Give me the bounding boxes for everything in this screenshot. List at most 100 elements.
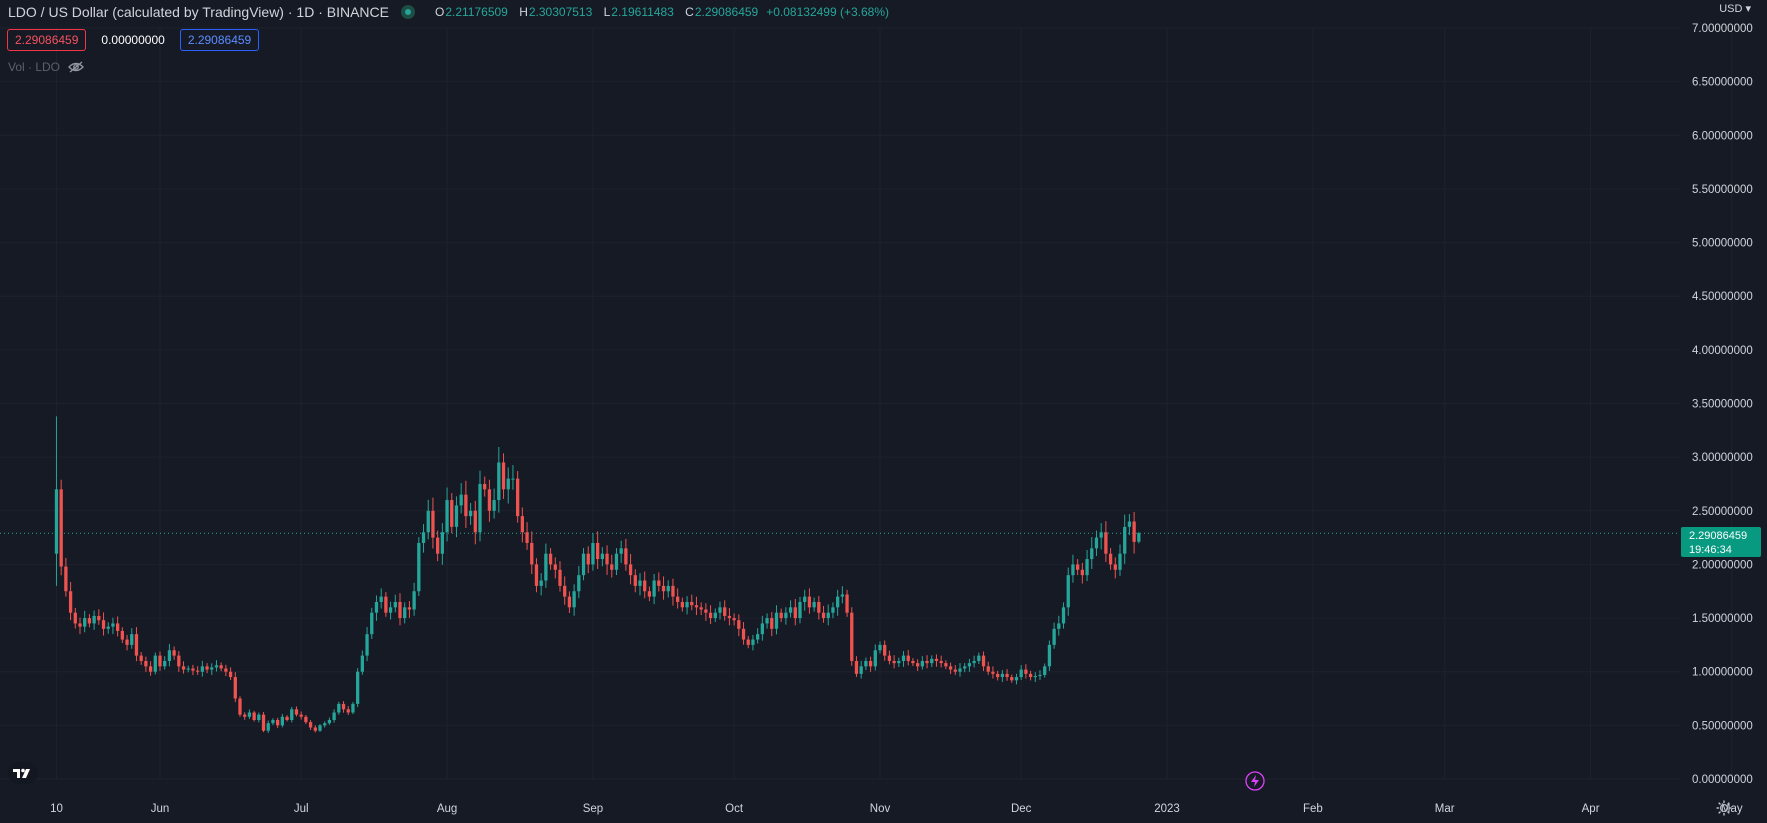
candle-body <box>944 663 948 667</box>
candle-body <box>436 537 440 554</box>
candle-body <box>205 666 209 670</box>
candle-body <box>506 478 510 490</box>
y-tick-label: 6.50000000 <box>1692 77 1753 89</box>
candle-body <box>483 483 487 490</box>
candle-body <box>1123 526 1127 554</box>
candle-body <box>581 553 586 576</box>
candle-body <box>572 591 576 608</box>
price-change: +0.08132499 (+3.68%) <box>766 5 889 19</box>
candle-body <box>1076 564 1080 570</box>
candle-body <box>431 510 435 538</box>
eye-crossed-icon[interactable] <box>68 61 84 73</box>
x-tick-label: 2023 <box>1154 803 1180 815</box>
candle-body <box>200 666 204 672</box>
candle-body <box>901 655 906 661</box>
x-tick-label: Dec <box>1011 803 1032 815</box>
volume-indicator-legend[interactable]: Vol · LDO <box>8 60 84 74</box>
candle-body <box>478 483 482 533</box>
y-tick-label: 0.50000000 <box>1692 720 1753 732</box>
candle-body <box>892 660 896 664</box>
candle-body <box>224 668 228 672</box>
candle-body <box>294 709 299 715</box>
candle-body <box>1113 564 1117 570</box>
candle-body <box>812 601 816 608</box>
buy-button[interactable]: 2.29086459 <box>179 29 260 51</box>
candle-body <box>384 596 388 613</box>
candle-body <box>356 671 360 704</box>
candle-body <box>351 703 355 713</box>
candle-body <box>332 712 336 720</box>
candle-body <box>487 489 492 511</box>
candle-body <box>1033 676 1037 678</box>
candle-body <box>511 478 515 480</box>
spread-value: 0.00000000 <box>101 33 165 47</box>
candle-body <box>934 658 939 661</box>
candle-body <box>1104 532 1108 554</box>
candle-body <box>972 660 976 664</box>
candle-body <box>784 612 788 619</box>
candle-body <box>751 639 755 645</box>
candle-body <box>54 489 59 554</box>
x-tick-label: Feb <box>1303 803 1323 815</box>
x-tick-label: Nov <box>870 803 891 815</box>
candle-body <box>1108 553 1113 565</box>
sell-button[interactable]: 2.29086459 <box>7 29 87 51</box>
candle-body <box>864 660 868 667</box>
y-tick-label: 2.00000000 <box>1692 559 1753 571</box>
candle-body <box>605 553 609 565</box>
candle-body <box>134 634 139 656</box>
candle-body <box>793 607 797 619</box>
lightning-icon[interactable] <box>1245 771 1265 791</box>
candle-body <box>723 607 727 616</box>
candle-body <box>1005 673 1009 678</box>
candle-body <box>807 596 812 608</box>
currency-selector[interactable]: USD ▾ <box>1719 3 1751 15</box>
candle-body <box>850 612 854 661</box>
candle-body <box>779 612 783 619</box>
candle-body <box>290 709 294 720</box>
candle-body <box>803 596 807 602</box>
candle-body <box>991 671 995 674</box>
candle-body <box>219 665 223 669</box>
candle-body <box>614 553 619 570</box>
candle-body <box>421 532 426 543</box>
candle-body <box>977 655 981 661</box>
candle-body <box>963 666 967 669</box>
candle-body <box>676 596 680 602</box>
candle-body <box>186 668 190 670</box>
candle-body <box>285 716 289 720</box>
x-tick-label: Jun <box>151 803 170 815</box>
candle-body <box>1019 669 1023 678</box>
candle-body <box>440 532 444 554</box>
candle-body <box>925 660 929 664</box>
candle-body <box>1024 669 1028 674</box>
candle-body <box>158 655 162 667</box>
volume-label: Vol · LDO <box>8 60 61 74</box>
market-status-icon[interactable] <box>400 5 415 19</box>
x-tick-label: Jul <box>294 803 309 815</box>
candle-body <box>304 716 308 723</box>
candle-body <box>831 607 835 613</box>
candle-body <box>1090 548 1094 560</box>
gear-icon[interactable] <box>1716 800 1732 816</box>
candle-body <box>1080 569 1084 576</box>
tradingview-logo-icon[interactable] <box>8 762 38 784</box>
candle-body <box>544 553 548 581</box>
y-tick-label: 4.50000000 <box>1692 291 1753 303</box>
candle-body <box>680 601 684 608</box>
candle-body <box>318 725 322 731</box>
candle-body <box>732 618 736 621</box>
candle-body <box>403 607 407 619</box>
candle-body <box>520 516 524 533</box>
symbol-title[interactable]: LDO / US Dollar (calculated by TradingVi… <box>8 4 389 20</box>
x-tick-label: Oct <box>725 803 744 815</box>
candle-body <box>1010 677 1014 681</box>
candle-body <box>685 601 689 608</box>
candle-body <box>459 494 463 506</box>
candle-body <box>906 655 910 661</box>
candle-body <box>1085 559 1089 576</box>
candle-body <box>464 494 468 517</box>
candle-body <box>690 601 694 606</box>
candle-body <box>765 618 769 624</box>
